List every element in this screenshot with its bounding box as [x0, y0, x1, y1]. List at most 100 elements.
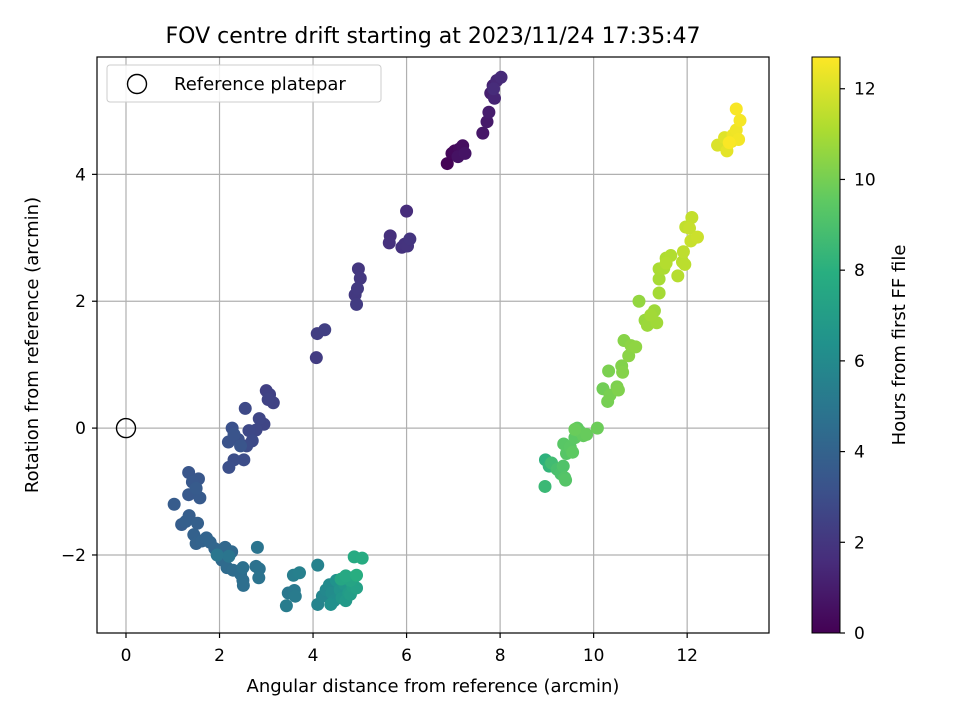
scatter-point: [476, 126, 490, 140]
scatter-point: [236, 578, 250, 592]
scatter-point: [622, 349, 636, 363]
y-axis: −2 0 2 4: [61, 165, 97, 566]
scatter-point: [350, 297, 364, 311]
scatter-point: [690, 230, 704, 244]
scatter-point: [237, 453, 251, 467]
x-tick-label: 0: [121, 646, 132, 666]
colorbar-tick-label: 2: [854, 533, 865, 553]
x-tick-label: 4: [308, 646, 319, 666]
scatter-point: [191, 516, 205, 530]
y-tick-label: 2: [75, 292, 86, 312]
scatter-point: [611, 383, 625, 397]
scatter-point: [400, 204, 414, 218]
scatter-point: [722, 136, 736, 150]
scatter-point: [250, 540, 264, 554]
scatter-point: [678, 257, 692, 271]
scatter-point: [566, 445, 580, 459]
scatter-point: [309, 351, 323, 365]
scatter-point: [252, 571, 266, 585]
scatter-point: [629, 340, 643, 354]
scatter-point: [179, 514, 193, 528]
scatter-point: [487, 91, 501, 105]
colorbar-tick-label: 0: [854, 624, 865, 644]
scatter-point: [676, 245, 690, 259]
colorbar-tick-label: 12: [854, 80, 876, 100]
reference-point-marker: [115, 417, 137, 439]
scatter-point: [602, 364, 616, 378]
x-tick-label: 12: [676, 646, 698, 666]
x-axis-label: Angular distance from reference (arcmin): [247, 676, 620, 697]
scatter-point: [590, 421, 604, 435]
scatter-point: [288, 589, 302, 603]
scatter-point: [559, 473, 573, 487]
scatter-point: [440, 157, 454, 171]
scatter-point: [242, 424, 256, 438]
x-tick-label: 6: [401, 646, 412, 666]
legend-box: [106, 64, 382, 103]
scatter-point: [324, 597, 338, 611]
y-tick-label: 4: [75, 165, 86, 185]
scatter-point: [222, 549, 236, 563]
x-tick-label: 10: [583, 646, 605, 666]
chart-title: FOV centre drift starting at 2023/11/24 …: [166, 24, 701, 49]
scatter-point: [644, 308, 658, 322]
scatter-point: [236, 561, 250, 575]
colorbar-tick-label: 8: [854, 261, 865, 281]
colorbar-tick-label: 4: [854, 443, 865, 463]
scatter-point: [683, 221, 697, 235]
scatter-point: [222, 460, 236, 474]
scatter-point: [227, 427, 241, 441]
scatter-point: [353, 271, 367, 285]
point-layer: [115, 70, 747, 613]
scatter-point: [318, 323, 332, 337]
scatter-point: [189, 481, 203, 495]
scatter-point: [616, 365, 630, 379]
y-axis-label: Rotation from reference (arcmin): [22, 197, 43, 493]
plot-frame: [96, 56, 770, 634]
scatter-point: [167, 497, 181, 511]
scatter-point: [279, 599, 293, 613]
scatter-point: [652, 286, 666, 300]
scatter-point: [580, 427, 594, 441]
scatter-point: [632, 294, 646, 308]
scatter-point: [733, 113, 747, 127]
scatter-point: [339, 569, 353, 583]
scatter-point: [261, 393, 275, 407]
colorbar-label: Hours from first FF file: [889, 245, 910, 446]
scatter-point: [311, 558, 325, 572]
colorbar-tick-label: 6: [854, 352, 865, 372]
scatter-point: [403, 232, 417, 246]
scatter-point: [350, 568, 364, 582]
y-tick-label: −2: [61, 546, 86, 566]
scatter-point: [252, 412, 266, 426]
scatter-point: [556, 459, 570, 473]
colorbar-tick-label: 10: [854, 170, 876, 190]
scatter-point: [355, 551, 369, 565]
scatter-point: [487, 82, 501, 96]
legend: Reference platepar: [106, 64, 382, 103]
scatter-point: [350, 282, 364, 296]
scatter-point: [729, 102, 743, 116]
x-axis: 0 2 4 6 8 10 12: [121, 633, 698, 666]
x-tick-label: 8: [495, 646, 506, 666]
scatter-point: [659, 256, 673, 270]
colorbar: 0 2 4 6 8 10 12 Hours from first FF file: [811, 56, 910, 644]
legend-marker-circle: [126, 73, 148, 95]
scatter-point: [671, 269, 685, 283]
scatter-point: [234, 439, 248, 453]
colorbar-gradient: [811, 56, 841, 634]
grid-lines: [97, 57, 769, 633]
scatter-point: [238, 401, 252, 415]
scatter-point: [382, 236, 396, 250]
scatter-point: [685, 210, 699, 224]
y-tick-label: 0: [75, 419, 86, 439]
scatter-point: [458, 146, 472, 160]
scatter-point: [494, 70, 508, 84]
scatter-point: [292, 566, 306, 580]
scatter-point: [652, 272, 666, 286]
scatter-point: [538, 479, 552, 493]
scatter-point: [210, 548, 224, 562]
legend-label: Reference platepar: [174, 74, 346, 95]
x-tick-label: 2: [214, 646, 225, 666]
